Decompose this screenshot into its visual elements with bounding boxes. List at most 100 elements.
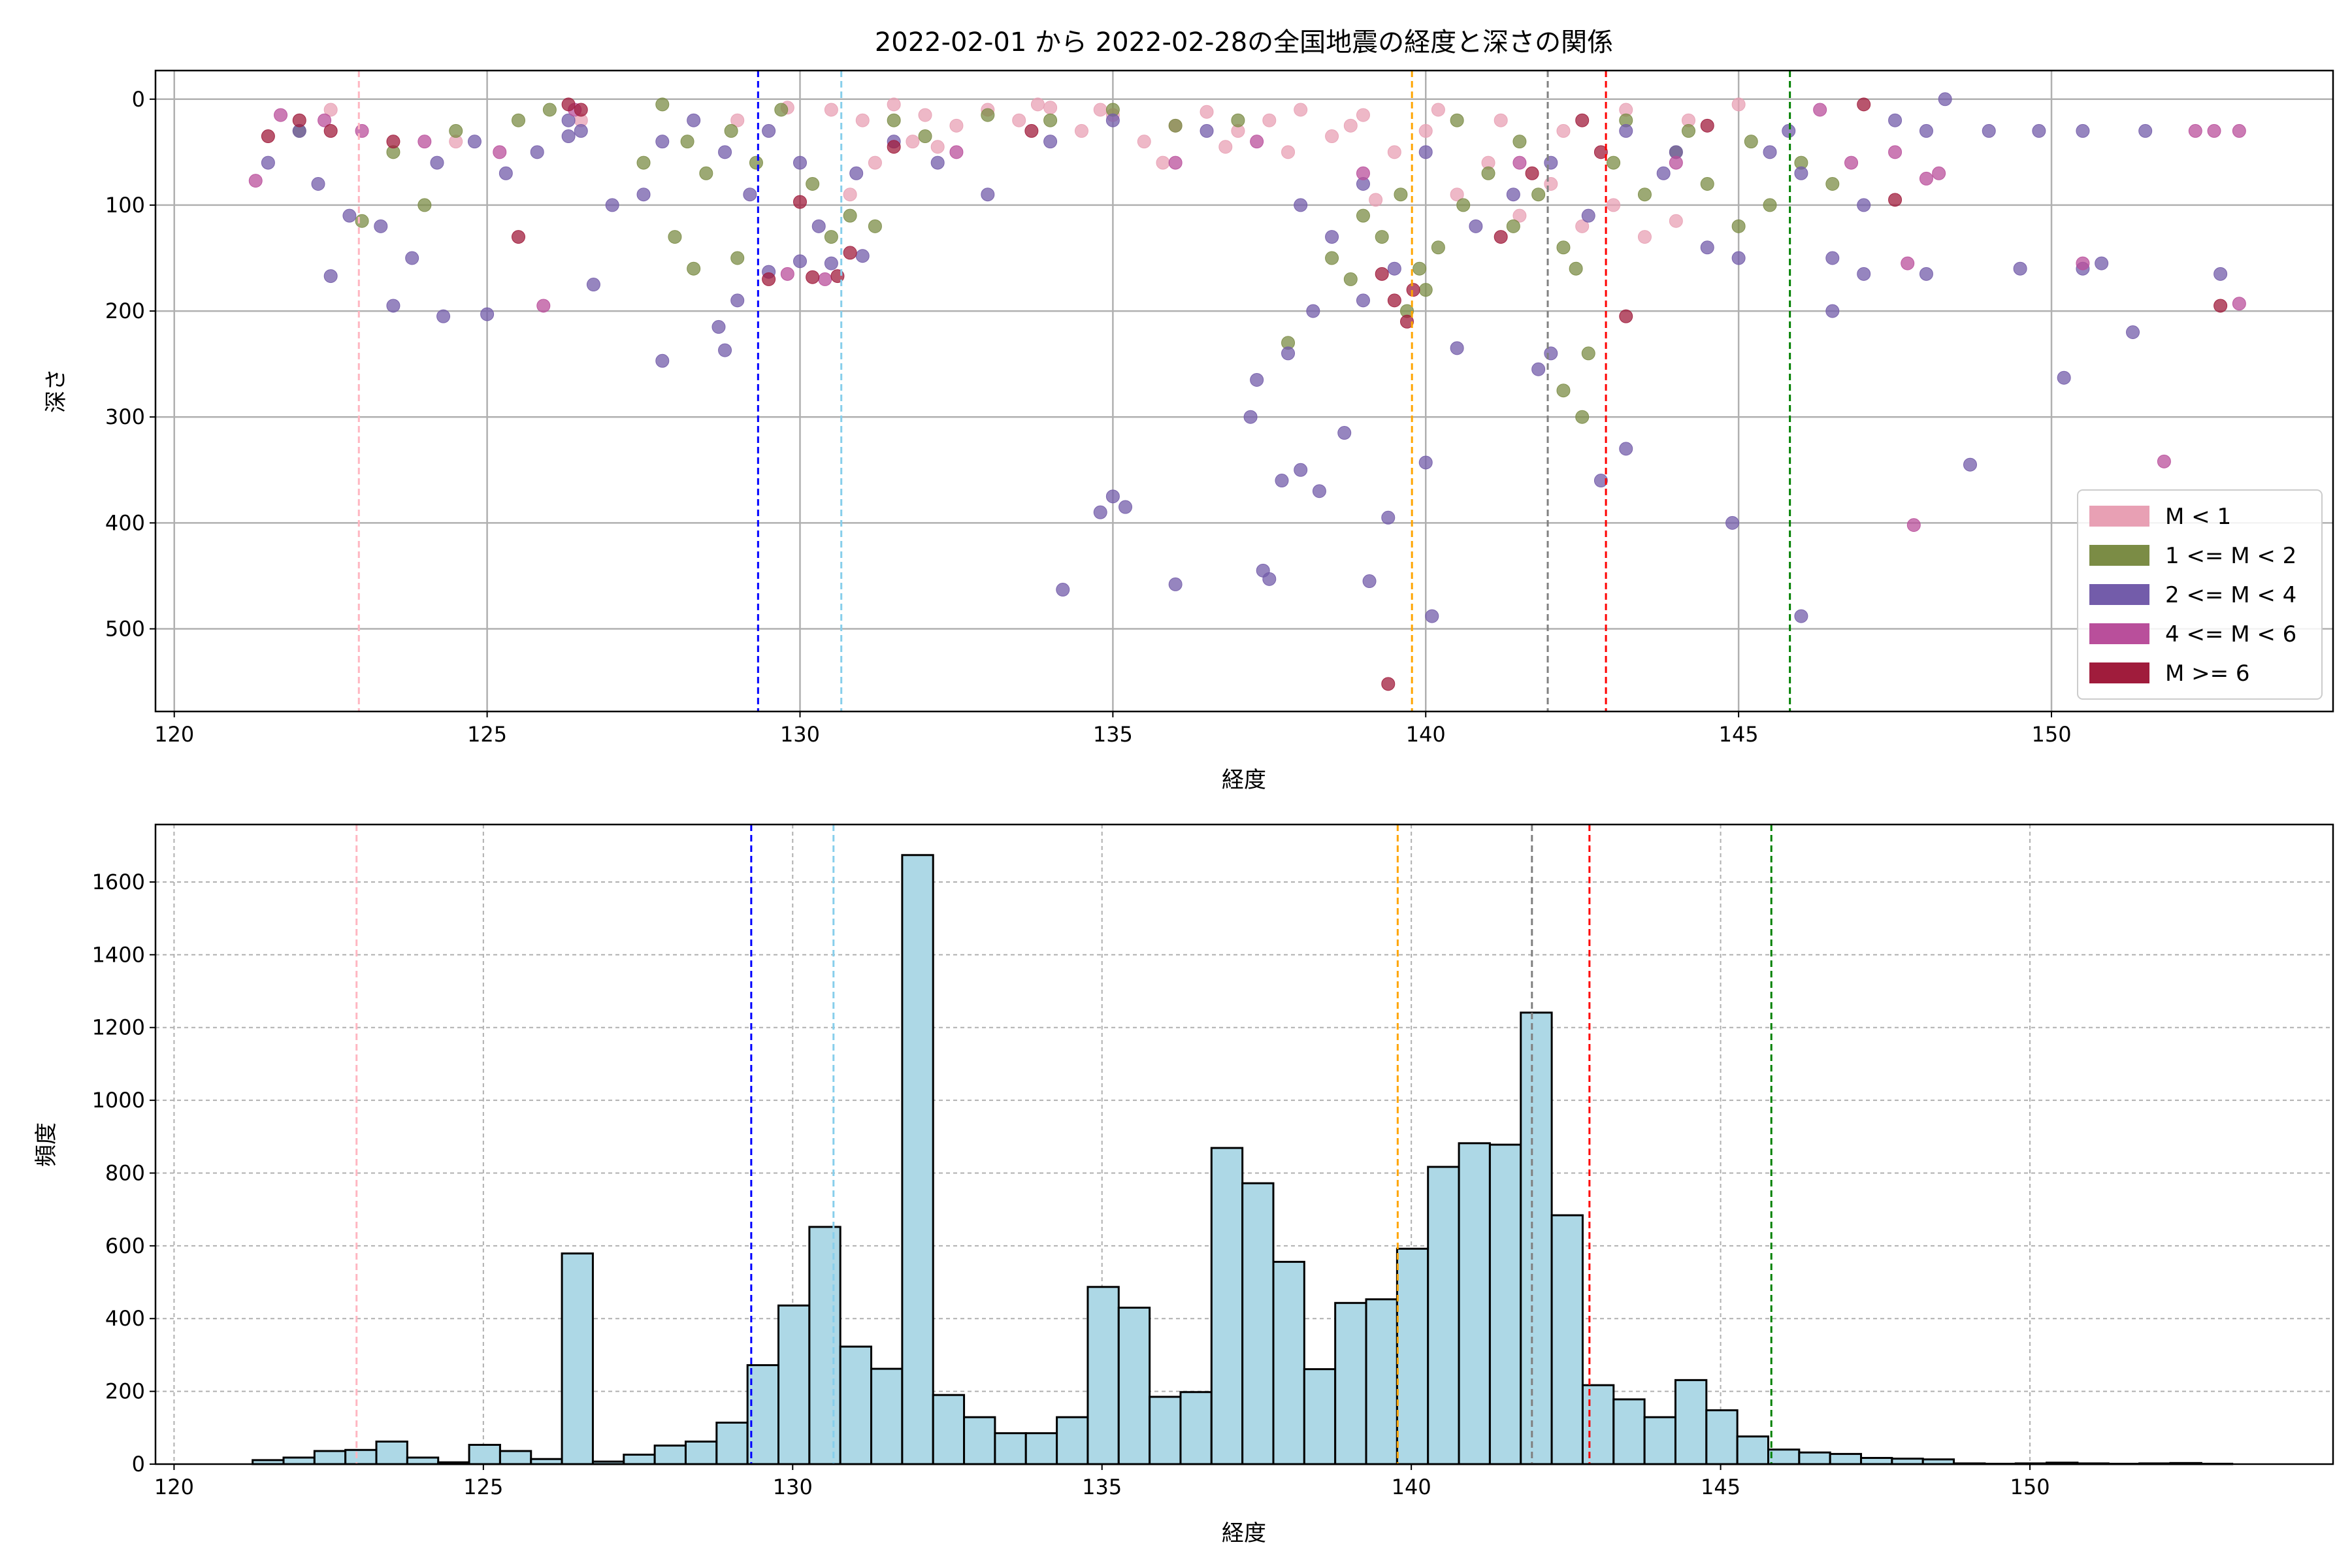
scatter-point [949, 118, 964, 133]
scatter-point [1356, 293, 1370, 308]
scatter-point [1494, 113, 1508, 127]
histogram-bar [1427, 1166, 1460, 1465]
scatter-point [792, 254, 807, 269]
scatter-point [1043, 113, 1058, 127]
scatter-point [1531, 362, 1546, 376]
histogram-bar [1488, 1143, 1522, 1465]
scatter-point [586, 278, 600, 292]
histogram-axes: 120 125 130 135 140 145 150 0 200 400 600 800 1000 12… [92, 823, 2334, 1499]
scatter-point [1963, 457, 1977, 472]
histogram-bar [963, 1416, 996, 1465]
scatter-point [2126, 325, 2140, 340]
scatter-point [542, 103, 557, 117]
scatter-point [1888, 145, 1903, 159]
scatter-point [1593, 145, 1608, 159]
scatter-point [1637, 230, 1652, 244]
scatter-point [323, 103, 338, 117]
scatter-point [2157, 454, 2171, 468]
scatter-point [2032, 123, 2046, 138]
scatter-point [430, 155, 444, 170]
scatter-point [1512, 155, 1527, 170]
scatter-point [1982, 123, 1996, 138]
scatter-point [1275, 474, 1289, 488]
scatter-point [386, 135, 400, 149]
x-tick-label: 140 [1406, 722, 1446, 747]
scatter-point [1387, 145, 1401, 159]
scatter-point [1744, 135, 1758, 149]
histogram-bar [746, 1364, 780, 1465]
histogram-bar [1365, 1298, 1398, 1465]
histogram-bar [1550, 1214, 1584, 1465]
histogram-bar [313, 1450, 347, 1465]
x-tick-label: 145 [1719, 722, 1759, 747]
scatter-point [318, 113, 332, 127]
y-tick-label: 300 [105, 404, 145, 429]
scatter-point [636, 155, 651, 170]
histogram-bar [375, 1440, 408, 1465]
scatter-point [843, 246, 857, 260]
scatter-point [718, 145, 732, 159]
scatter-point [2213, 267, 2228, 281]
scatter-point [1888, 113, 1903, 127]
y-tick-label: 400 [105, 1306, 145, 1331]
histogram-bar [282, 1456, 316, 1465]
scatter-point [1431, 240, 1445, 255]
scatter-point [1844, 155, 1859, 170]
histogram-bar [498, 1450, 532, 1465]
scatter-point [1794, 166, 1808, 180]
scatter-point [1619, 123, 1633, 138]
scatter-point [718, 343, 732, 357]
scatter-point [1494, 230, 1508, 244]
x-tick-label: 130 [773, 1475, 813, 1499]
axes-frame [154, 69, 2334, 713]
scatter-point [1218, 140, 1233, 154]
histogram-bar [1767, 1448, 1801, 1465]
histogram-bar [1024, 1432, 1058, 1465]
histogram-bar [1612, 1398, 1646, 1465]
x-tick-label: 120 [154, 722, 194, 747]
scatter-point [843, 188, 857, 202]
scatter-point [2232, 297, 2246, 311]
x-tick-label: 135 [1093, 722, 1133, 747]
scatter-point [1556, 123, 1571, 138]
histogram-bar [684, 1440, 718, 1465]
scatter-point [1056, 583, 1070, 597]
scatter-point [1593, 474, 1608, 488]
scatter-point [1857, 198, 1871, 212]
scatter-point [2232, 123, 2246, 138]
scatter-point [730, 113, 745, 127]
scatter-point [417, 135, 432, 149]
scatter-point [855, 113, 870, 127]
scatter-point [1919, 171, 1933, 186]
scatter-point [1043, 135, 1058, 149]
scatter-point [1525, 166, 1539, 180]
scatter-point [699, 166, 713, 180]
scatter-point [806, 270, 820, 284]
scatter-point [355, 123, 369, 138]
scatter-point [1012, 113, 1026, 127]
scatter-point [1731, 97, 1746, 112]
y-tick-label: 800 [105, 1160, 145, 1185]
y-tick-label: 1000 [92, 1088, 145, 1113]
scatter-point [1400, 314, 1414, 329]
scatter-point [981, 108, 995, 122]
scatter-point [1544, 346, 1558, 361]
scatter-point [1105, 489, 1120, 504]
histogram-bar [1179, 1391, 1213, 1465]
scatter-point [405, 251, 419, 265]
histogram-bar [870, 1367, 904, 1465]
scatter-point [655, 135, 670, 149]
scatter-point [811, 219, 826, 233]
scatter-point [1888, 193, 1903, 207]
x-tick-label: 125 [467, 722, 507, 747]
scatter-point [1825, 304, 1840, 318]
scatter-point [930, 140, 945, 154]
scatter-xlabel: 経度 [1222, 767, 1266, 793]
scatter-point [1093, 505, 1107, 519]
histogram-bar [1210, 1147, 1244, 1465]
y-tick-label: 500 [105, 617, 145, 642]
scatter-point [1343, 272, 1358, 286]
scatter-point [1200, 105, 1214, 119]
scatter-point [824, 230, 838, 244]
series-1-m-2 [292, 97, 1840, 424]
